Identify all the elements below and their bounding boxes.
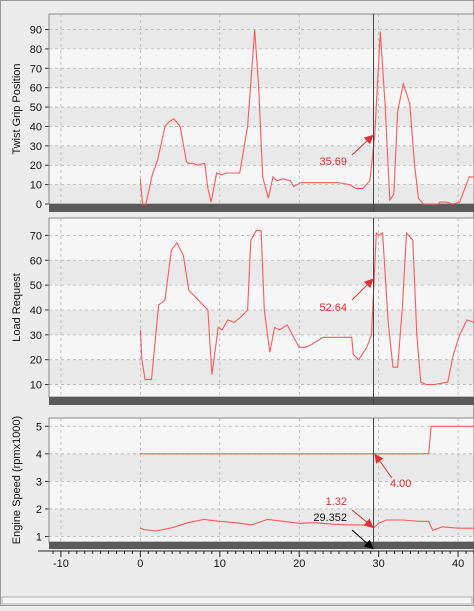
grid-band bbox=[49, 68, 474, 88]
grid-band bbox=[49, 359, 474, 385]
y-tick-label: 70 bbox=[30, 230, 42, 242]
cursor-x-value: 29.352 bbox=[313, 512, 347, 524]
chart-panel-2: 10 20 30 40 50 60 70 Load Request bbox=[11, 217, 474, 405]
series-line bbox=[140, 518, 474, 532]
annotation-arrow-load-head bbox=[363, 278, 374, 289]
grid-band bbox=[49, 29, 474, 49]
x-axis-bar bbox=[49, 204, 474, 212]
y-tick-label: 10 bbox=[30, 180, 42, 192]
y-tick-label: 90 bbox=[30, 25, 42, 37]
annotation-load-value: 52.64 bbox=[319, 302, 347, 314]
horizontal-scrollbar[interactable] bbox=[1, 596, 473, 605]
y-axis-label: Engine Speed (rpmx1000) bbox=[11, 416, 23, 544]
series-line bbox=[139, 229, 474, 386]
annotation-arrow-twist-head bbox=[363, 134, 374, 145]
x-tick-label: 30 bbox=[373, 558, 385, 570]
x-tick-label: 20 bbox=[293, 558, 305, 570]
annotation-rpm-value: 1.32 bbox=[326, 496, 347, 508]
y-tick-label: 5 bbox=[36, 421, 42, 433]
y-tick-label: 70 bbox=[30, 63, 42, 75]
grid-band bbox=[49, 14, 474, 30]
x-tick-label: -10 bbox=[53, 558, 69, 570]
y-tick-label: 3 bbox=[36, 476, 42, 488]
x-tick-label: 40 bbox=[452, 558, 464, 570]
annotation-twist-value: 35.69 bbox=[319, 156, 347, 168]
y-tick-label: 60 bbox=[30, 83, 42, 95]
y-tick-label: 1 bbox=[36, 531, 42, 543]
grid-band bbox=[49, 309, 474, 335]
annotation-arrow-rpm-head bbox=[363, 518, 374, 528]
annotation-rpm-target-value: 4.00 bbox=[390, 478, 411, 490]
y-tick-label: 40 bbox=[30, 305, 42, 317]
y-tick-label: 0 bbox=[36, 199, 42, 211]
chart-panel-3: 1 2 3 4 5 Engine Speed (rpmx1000) bbox=[11, 416, 474, 549]
y-tick-label: 50 bbox=[30, 102, 42, 114]
y-tick-label: 80 bbox=[30, 44, 42, 56]
annotation-arrow-cursor-x-head bbox=[363, 539, 374, 549]
grid-band bbox=[49, 453, 474, 482]
chart-panel-1: 0 10 20 30 40 50 60 70 80 90 Twist Grip Position bbox=[11, 13, 474, 212]
y-tick-label: 20 bbox=[30, 160, 42, 172]
x-axis-bar bbox=[49, 542, 474, 549]
grid-band bbox=[49, 184, 474, 204]
y-tick-label: 40 bbox=[30, 121, 42, 133]
y-tick-label: 4 bbox=[36, 449, 42, 461]
series-line bbox=[139, 29, 474, 205]
x-tick-label: 0 bbox=[137, 558, 143, 570]
grid-band bbox=[49, 107, 474, 127]
series-line bbox=[140, 425, 474, 455]
x-tick-label: 10 bbox=[214, 558, 226, 570]
y-tick-label: 2 bbox=[36, 504, 42, 516]
y-tick-label: 60 bbox=[30, 255, 42, 267]
y-tick-label: 30 bbox=[30, 141, 42, 153]
x-axis-bar bbox=[49, 397, 474, 405]
y-tick-label: 10 bbox=[30, 380, 42, 392]
y-axis-label: Load Request bbox=[11, 273, 23, 342]
y-tick-label: 30 bbox=[30, 330, 42, 342]
y-axis-label: Twist Grip Position bbox=[11, 63, 23, 154]
grid-band bbox=[49, 508, 474, 537]
y-tick-label: 50 bbox=[30, 280, 42, 292]
annotation-arrow-rpm-target-head bbox=[374, 453, 384, 464]
grid-band bbox=[49, 260, 474, 286]
y-tick-label: 20 bbox=[30, 355, 42, 367]
